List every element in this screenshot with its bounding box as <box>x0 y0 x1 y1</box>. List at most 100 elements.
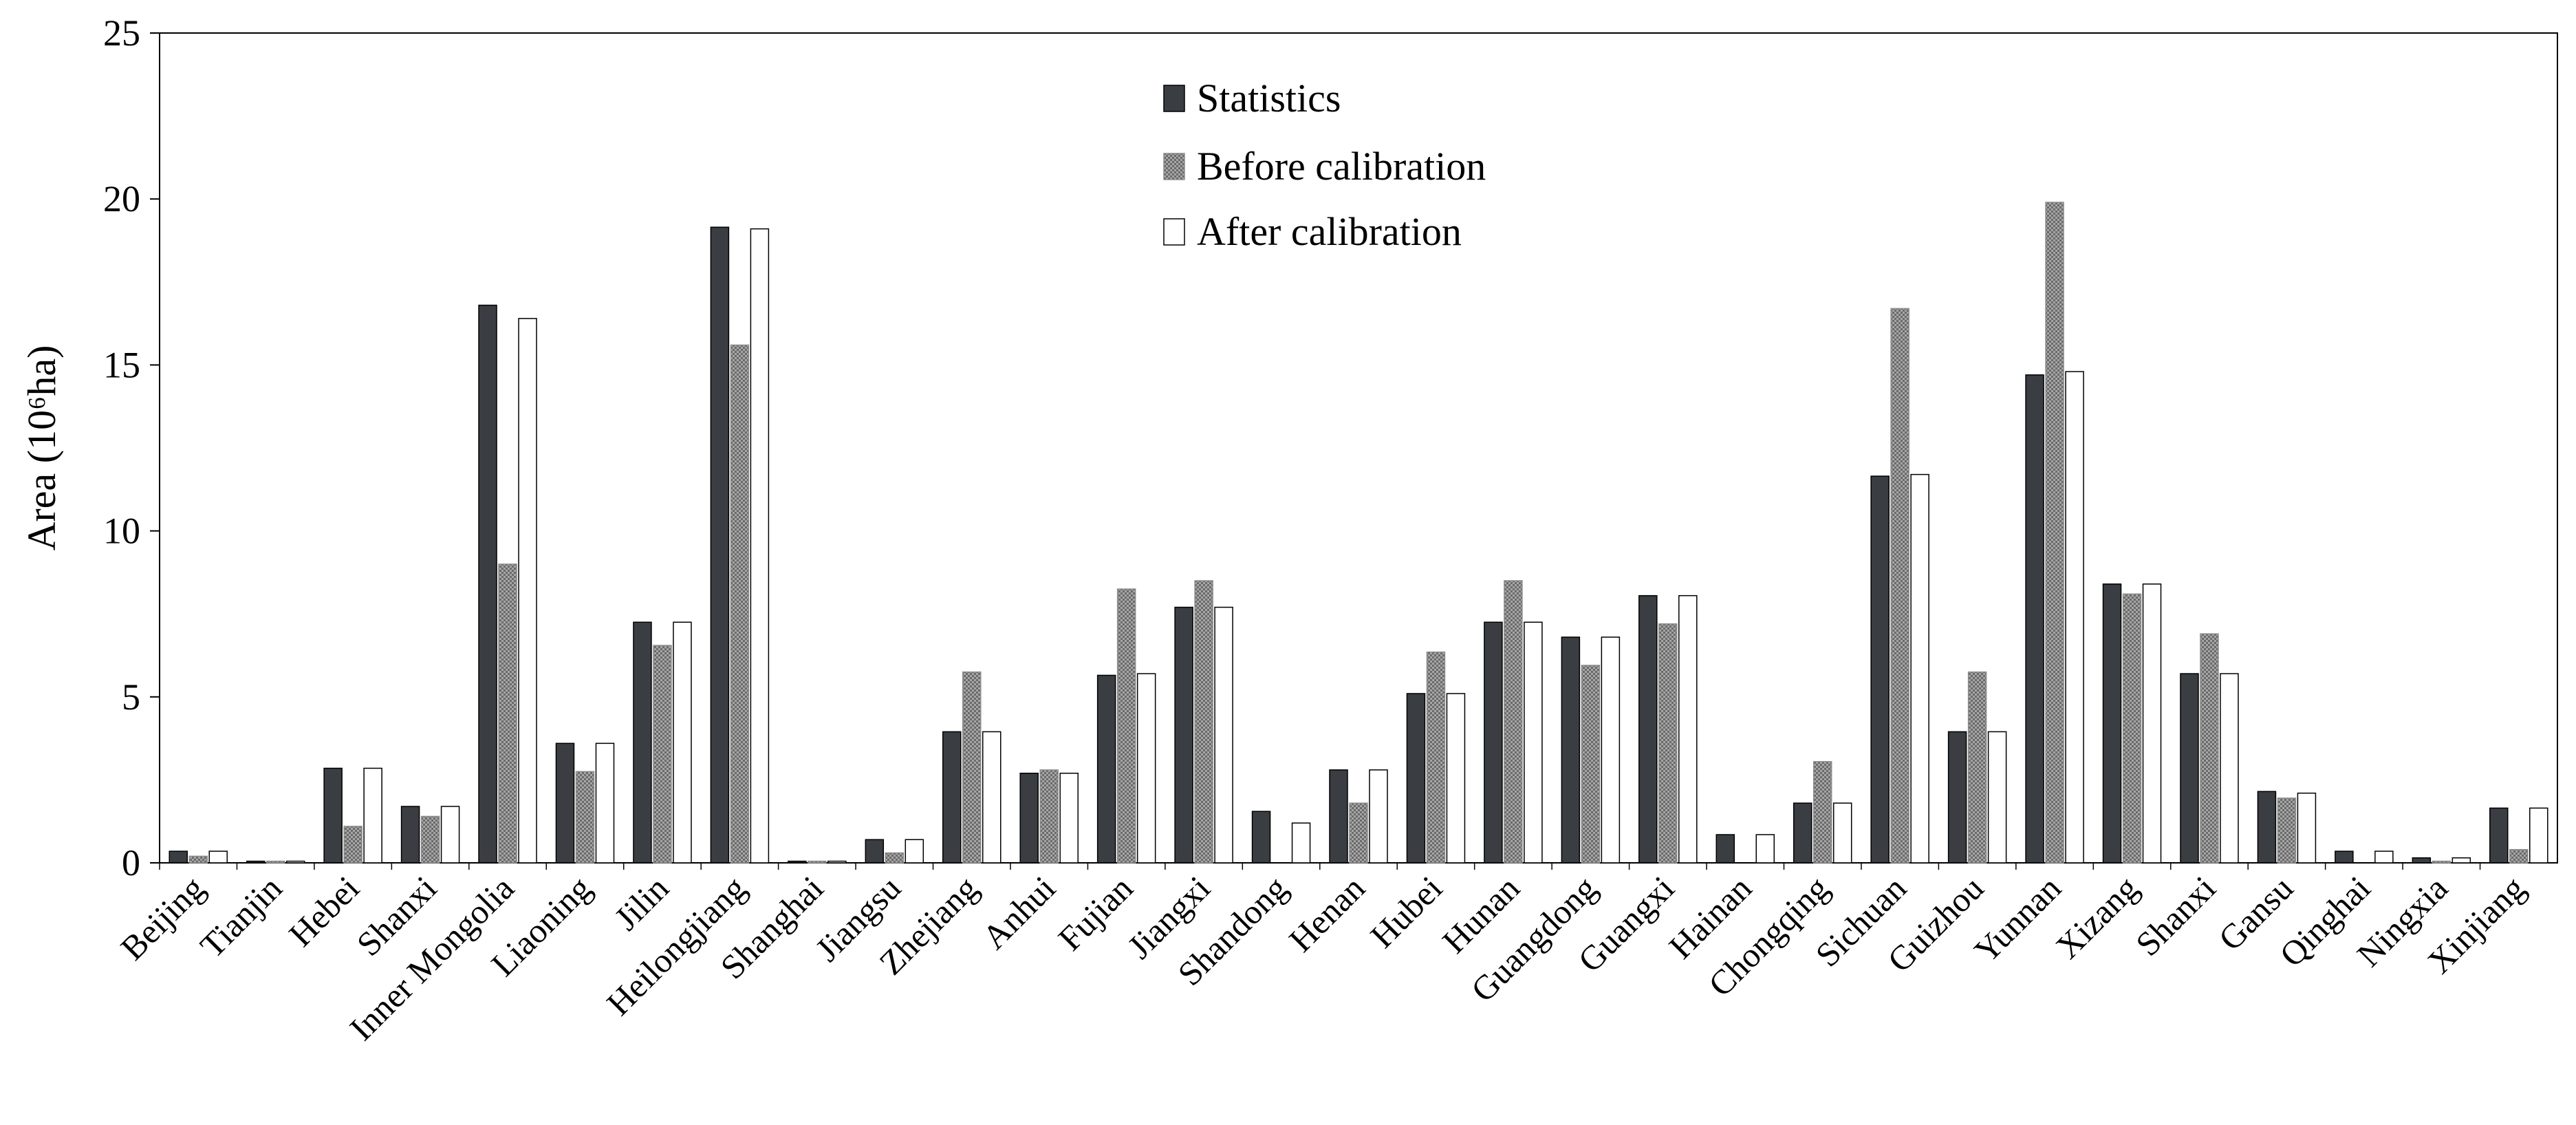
bar-before-calibration-hebei <box>343 826 362 864</box>
bar-statistics-chongqing <box>1793 802 1812 864</box>
bar-after-calibration-jiangxi <box>1214 606 1233 864</box>
bar-after-calibration-guangxi <box>1678 594 1698 864</box>
bar-statistics-jiangsu <box>865 839 885 864</box>
x-tick-label-jilin: Jilin <box>607 868 676 938</box>
bar-after-calibration-ningxia <box>2451 857 2471 864</box>
bar-statistics-hubei <box>1406 693 1426 864</box>
bar-statistics-guizhou <box>1947 731 1967 864</box>
bar-statistics-inner-mongolia <box>478 304 497 864</box>
legend-label-before-calibration: Before calibration <box>1197 144 1486 189</box>
bar-statistics-hainan <box>1715 834 1735 864</box>
bar-after-calibration-shanghai <box>827 860 847 864</box>
bar-before-calibration-shanxi <box>420 815 440 864</box>
y-tick-label: 20 <box>103 178 140 219</box>
bar-before-calibration-guangdong <box>1581 665 1601 864</box>
bar-statistics-jiangxi <box>1174 606 1193 864</box>
bar-before-calibration-liaoning <box>575 771 595 864</box>
y-tick-label: 10 <box>103 511 140 552</box>
bar-after-calibration-hebei <box>363 767 382 864</box>
bar-statistics-heilongjiang <box>710 226 730 864</box>
bar-statistics-fujian <box>1096 674 1116 864</box>
bar-after-calibration-guizhou <box>1987 731 2007 864</box>
bar-statistics-guangxi <box>1638 594 1658 864</box>
bar-statistics-hebei <box>323 767 343 864</box>
y-tick-label: 25 <box>103 12 140 54</box>
bar-before-calibration-guizhou <box>1967 671 1987 864</box>
legend-swatch-before-calibration <box>1163 153 1185 180</box>
bar-statistics-xinjiang <box>2489 807 2509 864</box>
bar-statistics-yunnan <box>2025 374 2044 864</box>
bar-statistics-anhui <box>1019 773 1039 864</box>
bar-before-calibration-fujian <box>1116 588 1136 864</box>
bar-after-calibration-shanxi <box>440 806 460 864</box>
bar-statistics-beijing <box>169 850 188 864</box>
legend-label-statistics: Statistics <box>1197 76 1341 120</box>
bar-after-calibration-liaoning <box>595 742 615 864</box>
bar-statistics-tianjin <box>246 860 266 864</box>
bar-statistics-sichuan <box>1870 475 1890 864</box>
bar-before-calibration-ningxia <box>2432 860 2451 864</box>
bar-after-calibration-anhui <box>1059 773 1079 864</box>
x-tick-label-tianjin: Tianjin <box>193 868 289 965</box>
x-tick-label-hubei: Hubei <box>1363 868 1449 955</box>
bar-after-calibration-fujian <box>1136 673 1156 864</box>
bar-before-calibration-hubei <box>1426 651 1446 864</box>
bar-before-calibration-gansu <box>2277 797 2297 864</box>
bar-statistics-xizang <box>2102 583 2122 864</box>
bar-statistics-shanxi <box>400 806 420 864</box>
bar-statistics-shanghai <box>788 860 807 864</box>
bar-before-calibration-beijing <box>188 855 208 864</box>
bar-after-calibration-beijing <box>208 850 228 864</box>
x-tick-label-anhui: Anhui <box>975 868 1063 956</box>
bar-after-calibration-xinjiang <box>2529 807 2548 864</box>
bar-after-calibration-inner-mongolia <box>518 318 537 864</box>
bar-before-calibration-yunnan <box>2045 202 2064 864</box>
bar-statistics-zhejiang <box>942 731 962 864</box>
bar-after-calibration-shandong <box>1291 822 1311 864</box>
bar-after-calibration-hainan <box>1755 834 1775 864</box>
bar-statistics-guangdong <box>1561 636 1581 864</box>
bar-before-calibration-zhejiang <box>962 671 982 864</box>
bar-before-calibration-xizang <box>2122 593 2142 864</box>
bar-after-calibration-tianjin <box>285 860 305 864</box>
bar-after-calibration-qinghai <box>2374 850 2394 864</box>
bar-statistics-liaoning <box>555 742 575 864</box>
bar-after-calibration-hunan <box>1524 621 1543 864</box>
bar-statistics-qinghai <box>2335 850 2354 864</box>
bar-after-calibration-guangdong <box>1601 636 1621 864</box>
bar-after-calibration-heilongjiang <box>750 228 770 864</box>
legend-swatch-after-calibration <box>1163 218 1185 246</box>
bar-statistics-gansu <box>2257 791 2277 864</box>
bar-before-calibration-heilongjiang <box>730 344 750 864</box>
bar-before-calibration-tianjin <box>266 860 285 864</box>
bar-after-calibration-yunnan <box>2065 371 2084 864</box>
bars <box>159 202 2548 870</box>
bar-after-calibration-hubei <box>1446 693 1466 864</box>
y-tick-label: 5 <box>122 676 140 718</box>
bar-after-calibration-jiangsu <box>905 839 924 864</box>
x-tick-label-henan: Henan <box>1281 868 1372 959</box>
x-tick-label-yunnan: Yunnan <box>1967 868 2068 970</box>
bar-before-calibration-hunan <box>1504 580 1523 864</box>
bar-after-calibration-gansu <box>2297 792 2317 864</box>
bar-before-calibration-xinjiang <box>2509 848 2529 864</box>
y-axis-label: Area (10⁶ha) <box>19 345 64 551</box>
bar-statistics-shandong <box>1251 811 1271 864</box>
legend-label-after-calibration: After calibration <box>1197 209 1462 254</box>
y-tick-label: 0 <box>122 842 140 883</box>
bar-after-calibration-xizang <box>2142 583 2162 864</box>
bar-statistics-shanxi <box>2180 673 2199 864</box>
bar-before-calibration-jiangsu <box>885 852 905 864</box>
bar-after-calibration-shanxi <box>2220 673 2239 864</box>
bar-before-calibration-anhui <box>1039 769 1059 864</box>
bar-after-calibration-chongqing <box>1832 802 1852 864</box>
bar-before-calibration-shanxi <box>2200 633 2219 864</box>
bar-before-calibration-sichuan <box>1890 308 1909 864</box>
x-tick-label-xizang: Xizang <box>2048 868 2146 966</box>
bar-after-calibration-jilin <box>673 621 692 864</box>
bar-after-calibration-zhejiang <box>982 731 1002 864</box>
y-axis: 0 5 10 15 20 25 <box>103 12 160 883</box>
bar-statistics-jilin <box>633 621 652 864</box>
